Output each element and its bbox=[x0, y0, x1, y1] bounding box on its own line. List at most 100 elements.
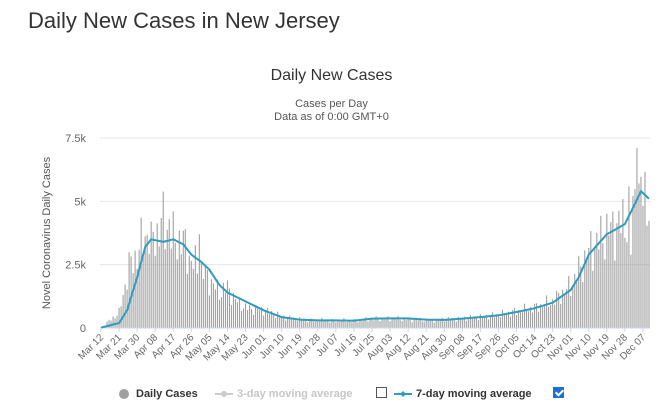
daily-cases-bar bbox=[313, 321, 315, 328]
daily-cases-bar bbox=[281, 317, 283, 328]
daily-cases-bar bbox=[351, 322, 353, 328]
daily-cases-bar bbox=[600, 215, 602, 328]
daily-cases-bar bbox=[383, 319, 385, 328]
daily-cases-bar bbox=[263, 315, 265, 328]
legend-item-7-day-average[interactable]: 7-day moving average bbox=[394, 385, 532, 403]
daily-cases-bar bbox=[365, 317, 367, 328]
daily-cases-bar bbox=[261, 306, 263, 328]
daily-cases-bar bbox=[349, 320, 351, 328]
daily-cases-bar bbox=[584, 250, 586, 328]
daily-cases-bar bbox=[447, 316, 449, 328]
daily-cases-bar bbox=[343, 318, 345, 328]
daily-cases-bar bbox=[285, 320, 287, 328]
daily-cases-bar bbox=[353, 318, 355, 328]
daily-cases-bar bbox=[556, 290, 558, 328]
checkbox-3-day-average[interactable] bbox=[376, 387, 387, 398]
daily-cases-bar bbox=[216, 279, 218, 328]
daily-cases-bar bbox=[118, 307, 120, 328]
daily-cases-bar bbox=[582, 281, 584, 328]
daily-cases-bar bbox=[620, 232, 622, 328]
daily-cases-bar bbox=[385, 317, 387, 328]
daily-cases-bar bbox=[618, 210, 620, 328]
daily-cases-bar bbox=[415, 318, 417, 328]
daily-cases-bar bbox=[106, 321, 108, 328]
daily-cases-bar bbox=[417, 320, 419, 328]
daily-cases-bar bbox=[375, 316, 377, 328]
daily-cases-bar bbox=[495, 314, 497, 328]
daily-cases-bar bbox=[150, 221, 152, 328]
daily-cases-bar bbox=[379, 321, 381, 328]
daily-cases-bar bbox=[546, 295, 548, 328]
daily-cases-bar bbox=[144, 236, 146, 328]
daily-cases-bar bbox=[335, 322, 337, 328]
daily-cases-bar bbox=[230, 305, 233, 328]
daily-cases-bar bbox=[333, 319, 335, 328]
y-axis-label: Novel Coronavirus Daily Cases bbox=[41, 156, 53, 309]
legend-item-daily-cases[interactable]: Daily Cases bbox=[118, 385, 198, 403]
daily-cases-bar bbox=[507, 311, 510, 328]
daily-cases-bar bbox=[180, 254, 182, 328]
legend-label-daily-cases: Daily Cases bbox=[136, 388, 198, 400]
daily-cases-bar bbox=[172, 211, 174, 328]
daily-cases-bar bbox=[562, 289, 564, 328]
daily-cases-bar bbox=[576, 281, 578, 328]
daily-cases-bar bbox=[136, 268, 138, 328]
daily-cases-bar bbox=[277, 311, 279, 328]
daily-cases-bar bbox=[469, 315, 471, 328]
daily-cases-bar bbox=[184, 229, 186, 328]
daily-cases-bar bbox=[441, 317, 443, 328]
daily-cases-bar bbox=[174, 242, 176, 328]
legend-item-3-day-average[interactable]: 3-day moving average bbox=[215, 385, 353, 403]
daily-cases-bar bbox=[439, 320, 441, 328]
daily-cases-bar bbox=[487, 319, 489, 328]
daily-cases-bar bbox=[413, 319, 415, 328]
daily-cases-bar bbox=[622, 199, 624, 328]
daily-cases-bar bbox=[327, 320, 329, 328]
daily-cases-bar bbox=[226, 280, 229, 328]
daily-cases-bar bbox=[640, 176, 642, 328]
daily-cases-bar bbox=[299, 317, 301, 328]
daily-cases-bar bbox=[477, 320, 479, 328]
daily-cases-bar bbox=[519, 312, 522, 328]
checkbox-7-day-average[interactable] bbox=[553, 387, 564, 398]
daily-cases-bar bbox=[435, 318, 437, 328]
daily-cases-bar bbox=[267, 307, 269, 328]
daily-cases-bar bbox=[341, 320, 343, 328]
daily-cases-bar bbox=[449, 319, 451, 328]
daily-cases-bar bbox=[321, 317, 323, 328]
daily-cases-bar bbox=[146, 234, 148, 328]
daily-cases-bar bbox=[423, 321, 425, 328]
daily-cases-bar bbox=[574, 273, 576, 328]
daily-cases-bar bbox=[293, 317, 295, 328]
daily-cases-bar bbox=[479, 314, 481, 328]
daily-cases-bar bbox=[642, 205, 644, 328]
daily-cases-bar bbox=[401, 321, 403, 328]
line-marker-icon bbox=[394, 391, 412, 397]
daily-cases-bar bbox=[160, 218, 162, 328]
daily-cases-bar bbox=[572, 286, 574, 328]
daily-cases-bar bbox=[568, 275, 570, 328]
daily-cases-bar bbox=[604, 259, 606, 328]
daily-cases-bar bbox=[331, 318, 333, 328]
daily-cases-bar bbox=[515, 314, 518, 328]
daily-cases-bar bbox=[598, 249, 600, 328]
daily-cases-bar bbox=[544, 305, 546, 328]
daily-cases-bar bbox=[530, 307, 532, 328]
daily-cases-bar bbox=[220, 297, 222, 328]
daily-cases-bar bbox=[648, 220, 650, 328]
daily-cases-bar bbox=[399, 319, 401, 328]
daily-cases-bar bbox=[315, 319, 317, 328]
daily-cases-bar bbox=[168, 219, 170, 328]
daily-cases-bar bbox=[182, 230, 184, 328]
daily-cases-bar bbox=[463, 316, 465, 328]
daily-cases-bar bbox=[271, 310, 273, 328]
line-marker-icon bbox=[215, 391, 233, 397]
legend-label-3-day-average: 3-day moving average bbox=[237, 388, 353, 400]
daily-cases-bar bbox=[224, 292, 227, 328]
daily-cases-bar bbox=[363, 319, 365, 328]
daily-cases-bar bbox=[166, 229, 168, 328]
daily-cases-bar bbox=[461, 319, 463, 328]
daily-cases-bar bbox=[616, 223, 618, 328]
daily-cases-bar bbox=[632, 196, 634, 328]
